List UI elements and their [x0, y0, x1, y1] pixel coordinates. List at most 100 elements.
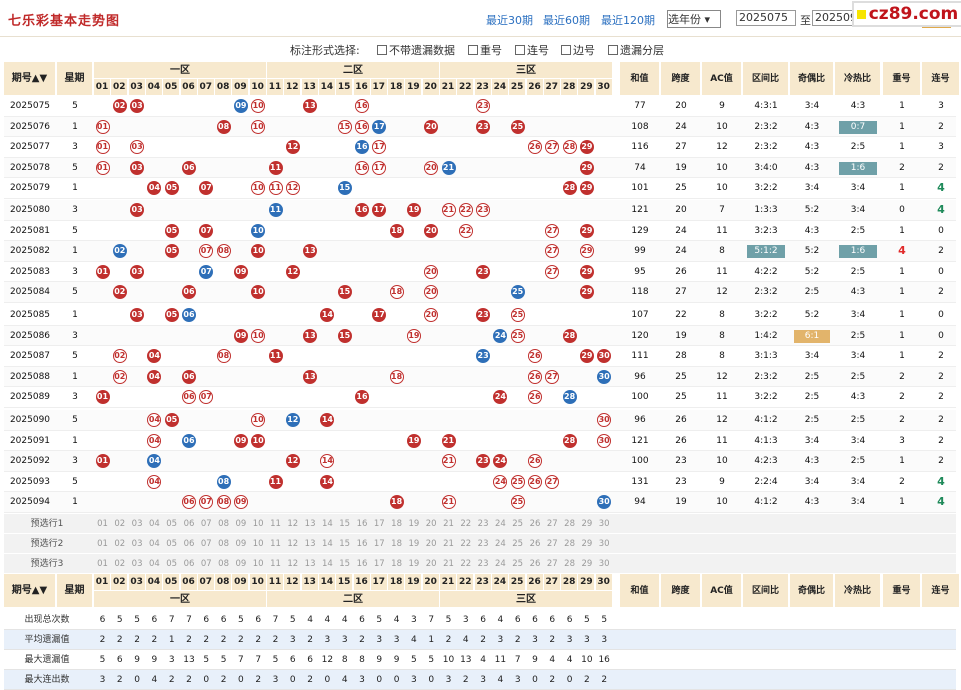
pre-number[interactable]: 03 — [131, 559, 143, 569]
pre-number[interactable]: 01 — [97, 559, 108, 569]
pre-number[interactable]: 09 — [235, 559, 247, 569]
pre-number[interactable]: 03 — [131, 519, 143, 529]
pre-number[interactable]: 29 — [581, 519, 593, 529]
pre-number[interactable]: 07 — [200, 519, 212, 529]
pre-number[interactable]: 25 — [512, 539, 524, 549]
recent-120-link[interactable]: 最近120期 — [601, 14, 655, 27]
pre-number[interactable]: 13 — [304, 539, 316, 549]
pre-number[interactable]: 21 — [443, 559, 454, 569]
pre-number[interactable]: 14 — [321, 539, 333, 549]
pre-number[interactable]: 19 — [408, 519, 420, 529]
pre-number[interactable]: 30 — [598, 539, 610, 549]
pre-number[interactable]: 07 — [200, 559, 212, 569]
pre-number[interactable]: 10 — [252, 519, 264, 529]
pre-number[interactable]: 25 — [512, 519, 524, 529]
pre-number[interactable]: 01 — [97, 539, 108, 549]
pre-number[interactable]: 14 — [321, 559, 333, 569]
pre-number[interactable]: 20 — [425, 559, 437, 569]
pre-number[interactable]: 09 — [235, 519, 247, 529]
option-layered[interactable]: 遗漏分层 — [608, 42, 664, 58]
pre-number[interactable]: 06 — [183, 559, 195, 569]
pre-number[interactable]: 28 — [564, 559, 575, 569]
pre-number[interactable]: 23 — [477, 559, 489, 569]
option-no-miss[interactable]: 不带遗漏数据 — [377, 42, 455, 58]
pre-number[interactable]: 15 — [339, 519, 351, 529]
pre-number[interactable]: 25 — [512, 559, 524, 569]
pre-number[interactable]: 29 — [581, 539, 593, 549]
pre-number[interactable]: 05 — [166, 519, 178, 529]
pre-number[interactable]: 13 — [304, 559, 316, 569]
pre-number[interactable]: 11 — [270, 539, 281, 549]
pre-number[interactable]: 27 — [546, 519, 558, 529]
pre-number[interactable]: 11 — [270, 519, 281, 529]
checkbox[interactable] — [468, 45, 478, 55]
recent-30-link[interactable]: 最近30期 — [486, 14, 533, 27]
pre-number[interactable]: 08 — [218, 539, 229, 549]
pre-number[interactable]: 04 — [148, 539, 160, 549]
pre-number[interactable]: 21 — [443, 539, 454, 549]
checkbox[interactable] — [515, 45, 525, 55]
checkbox[interactable] — [377, 45, 387, 55]
pre-number[interactable]: 18 — [391, 519, 402, 529]
pre-number[interactable]: 15 — [339, 539, 351, 549]
pre-number[interactable]: 05 — [166, 559, 178, 569]
pre-number[interactable]: 19 — [408, 539, 420, 549]
pre-number[interactable]: 04 — [148, 559, 160, 569]
pre-number[interactable]: 10 — [252, 539, 264, 549]
pre-number[interactable]: 17 — [373, 559, 385, 569]
pre-number[interactable]: 02 — [114, 519, 126, 529]
pre-number[interactable]: 28 — [564, 539, 575, 549]
issue-header-bottom[interactable]: 期号▲▼ — [4, 574, 56, 608]
pre-number[interactable]: 11 — [270, 559, 281, 569]
pre-number[interactable]: 26 — [529, 559, 541, 569]
pre-number[interactable]: 09 — [235, 539, 247, 549]
checkbox[interactable] — [561, 45, 571, 55]
pre-number[interactable]: 24 — [494, 519, 506, 529]
pre-number[interactable]: 06 — [183, 519, 195, 529]
pre-number[interactable]: 02 — [114, 539, 126, 549]
pre-number[interactable]: 10 — [252, 559, 264, 569]
issue-header[interactable]: 期号▲▼ — [4, 62, 56, 96]
from-period-input[interactable]: 2025075 — [736, 10, 796, 26]
pre-number[interactable]: 16 — [356, 519, 368, 529]
option-repeat[interactable]: 重号 — [468, 42, 502, 58]
pre-number[interactable]: 30 — [598, 519, 610, 529]
pre-number[interactable]: 17 — [373, 519, 385, 529]
pre-number[interactable]: 20 — [425, 519, 437, 529]
pre-number[interactable]: 26 — [529, 519, 541, 529]
pre-number[interactable]: 13 — [304, 519, 316, 529]
pre-number[interactable]: 02 — [114, 559, 126, 569]
pre-number[interactable]: 17 — [373, 539, 385, 549]
pre-number[interactable]: 01 — [97, 519, 108, 529]
pre-number[interactable]: 05 — [166, 539, 178, 549]
pre-number[interactable]: 04 — [148, 519, 160, 529]
pre-number[interactable]: 22 — [460, 559, 472, 569]
pre-number[interactable]: 14 — [321, 519, 333, 529]
pre-number[interactable]: 22 — [460, 519, 472, 529]
pre-number[interactable]: 18 — [391, 539, 402, 549]
recent-60-link[interactable]: 最近60期 — [543, 14, 590, 27]
pre-number[interactable]: 22 — [460, 539, 472, 549]
pre-number[interactable]: 03 — [131, 539, 143, 549]
pre-number[interactable]: 23 — [477, 539, 489, 549]
pre-number[interactable]: 23 — [477, 519, 489, 529]
pre-number[interactable]: 20 — [425, 539, 437, 549]
pre-number[interactable]: 19 — [408, 559, 420, 569]
pre-number[interactable]: 29 — [581, 559, 593, 569]
year-select[interactable]: 选年份 ▾ — [667, 10, 721, 28]
pre-number[interactable]: 15 — [339, 559, 351, 569]
pre-number[interactable]: 21 — [443, 519, 454, 529]
pre-number[interactable]: 30 — [598, 559, 610, 569]
pre-number[interactable]: 27 — [546, 559, 558, 569]
pre-number[interactable]: 08 — [218, 559, 229, 569]
pre-number[interactable]: 16 — [356, 559, 368, 569]
pre-number[interactable]: 16 — [356, 539, 368, 549]
checkbox[interactable] — [608, 45, 618, 55]
pre-number[interactable]: 12 — [287, 539, 299, 549]
option-edge[interactable]: 边号 — [561, 42, 595, 58]
pre-number[interactable]: 08 — [218, 519, 229, 529]
option-consecutive[interactable]: 连号 — [515, 42, 549, 58]
pre-number[interactable]: 06 — [183, 539, 195, 549]
pre-number[interactable]: 24 — [494, 559, 506, 569]
pre-number[interactable]: 12 — [287, 559, 299, 569]
